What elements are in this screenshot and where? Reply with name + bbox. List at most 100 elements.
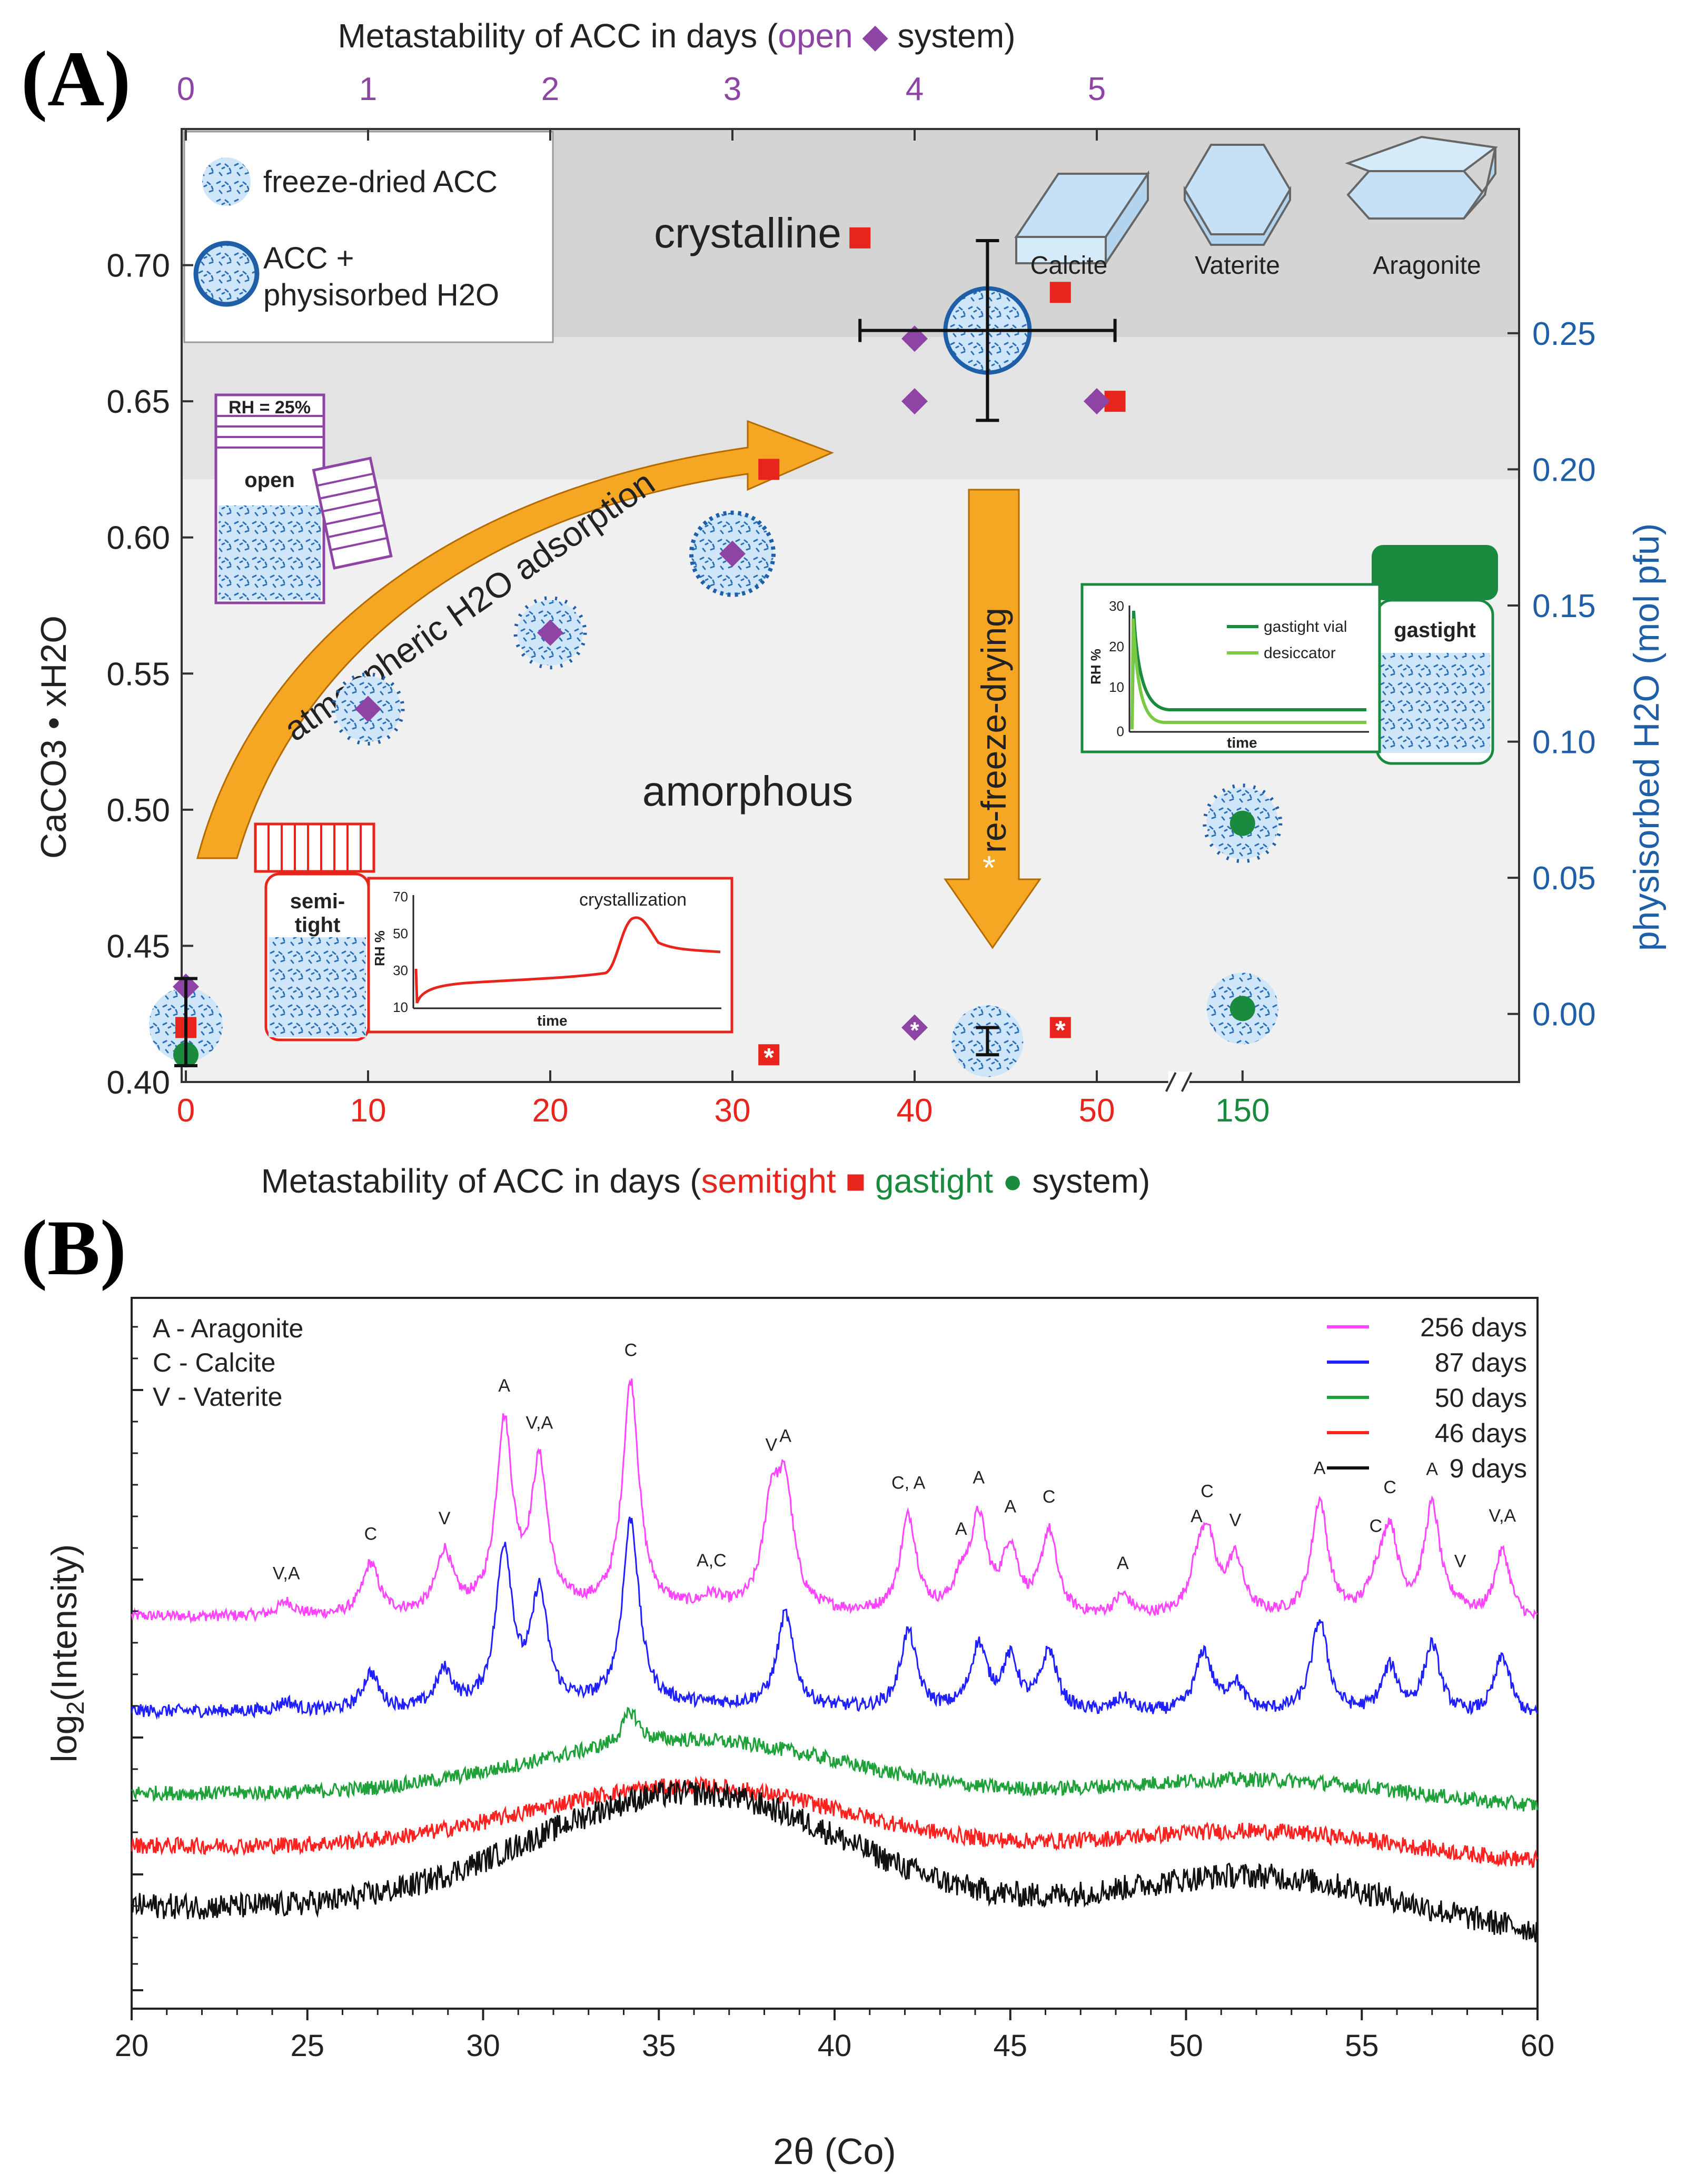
- x-axis-b: 20 25 30 35 40 45 50 55 60: [115, 2009, 1554, 2063]
- plot-b-frame: [131, 1297, 1539, 2010]
- semitight-vial-label-1: semi-: [290, 890, 345, 913]
- y-axis-left-title: CaCO3 • xH2O: [34, 616, 74, 859]
- vaterite-label: Vaterite: [1195, 252, 1280, 280]
- gastight-inset-tick: 20: [1109, 639, 1124, 654]
- peak-label: V: [766, 1435, 778, 1455]
- semitight-marker: [1049, 282, 1071, 303]
- legend-b: 256 days 87 days 50 days 46 days 9 days: [1327, 1313, 1527, 1483]
- open-vial-cap: [312, 456, 393, 570]
- semitight-rh-curve: [414, 916, 721, 1004]
- y-left-tick-label: 0.50: [106, 792, 170, 829]
- x-bottom-tick-label: 50: [1079, 1093, 1115, 1129]
- x-b-tick-label: 45: [993, 2029, 1027, 2063]
- panel-b: (B) A - Aragonite C - Calcite V - Vaterite…: [21, 1204, 1554, 2172]
- crystal-icons: Calcite Vaterite Aragonite: [1014, 135, 1499, 280]
- legend-physisorbed-label-1: ACC +: [263, 241, 354, 275]
- peak-label: V: [439, 1508, 451, 1528]
- peak-label: A,C: [697, 1551, 727, 1571]
- refreeze-star-icon: *: [983, 849, 996, 887]
- y-right-tick-label: 0.15: [1532, 588, 1596, 624]
- gastight-inset-tick: 0: [1117, 723, 1124, 739]
- y-left-tick-label: 0.55: [106, 656, 170, 692]
- x-b-tick-label: 40: [818, 2029, 852, 2063]
- gastight-vial-cap: [1372, 545, 1498, 600]
- refreeze-arrow-label: re-freeze-drying: [974, 608, 1013, 853]
- gastight-marker: [1229, 810, 1255, 836]
- x-bottom-tick-label: 20: [532, 1093, 569, 1129]
- y-left-tick-label: 0.65: [106, 384, 170, 420]
- x-axis-bottom: 0 10 20 30 40 50 150: [177, 1070, 1270, 1129]
- xrd-traces: [131, 1378, 1539, 1943]
- x-b-tick-label: 20: [115, 2029, 149, 2063]
- open-vial: RH = 25% open: [214, 393, 393, 604]
- semitight-inset: 70 50 30 10 RH % time crystallization: [367, 877, 733, 1034]
- gastight-inset-legend-1: gastight vial: [1264, 618, 1347, 636]
- x-top-tick-label: 4: [906, 71, 924, 107]
- x-top-tick-label: 2: [541, 71, 559, 107]
- gastight-inset-tick: 30: [1109, 598, 1124, 614]
- semitight-inset-tick: 10: [393, 999, 408, 1015]
- peak-label: C: [1370, 1516, 1383, 1536]
- peak-label: C: [1043, 1487, 1056, 1507]
- open-marker: [901, 388, 928, 415]
- amorphous-label: amorphous: [642, 768, 853, 815]
- peak-label: A: [1117, 1553, 1129, 1573]
- semitight-marker: [849, 227, 871, 249]
- semitight-marker: [1049, 1017, 1071, 1038]
- peak-label: C: [364, 1524, 378, 1544]
- xrd-trace-46-days: [131, 1775, 1539, 1868]
- aragonite-crystal-icon: Aragonite: [1345, 135, 1499, 280]
- legend-b-label: 46 days: [1435, 1418, 1527, 1448]
- peak-label: V: [1229, 1511, 1242, 1531]
- y-left-tick-label: 0.45: [106, 928, 170, 965]
- panel-a-label: (A): [21, 35, 131, 123]
- open-marker: [901, 325, 928, 352]
- x-bottom-tick-label: 40: [897, 1093, 933, 1129]
- peak-label: V,A: [273, 1563, 300, 1583]
- legend-b-label: 87 days: [1435, 1348, 1527, 1377]
- legend-freeze-dried-label: freeze-dried ACC: [263, 165, 498, 199]
- x-axis-top: 0 1 2 3 4 5: [177, 71, 1106, 141]
- peak-label: A: [1314, 1458, 1326, 1478]
- peak-label: A: [779, 1426, 791, 1446]
- panel-a-data-markers: * * *: [149, 227, 1283, 1077]
- semitight-inset-xlabel: time: [537, 1012, 568, 1029]
- x-bottom-tick-label: 0: [177, 1093, 195, 1129]
- peak-label: C: [1383, 1477, 1396, 1497]
- phase-key: A - Aragonite C - Calcite V - Vaterite: [153, 1314, 303, 1412]
- panel-a: (A) crystalline amorphous freeze-dried A…: [21, 17, 1667, 1200]
- legend-physisorbed-label-2: physisorbed H2O: [263, 278, 499, 312]
- peak-label: A: [1426, 1460, 1438, 1480]
- x-b-tick-label: 35: [642, 2029, 676, 2063]
- peak-label: C, A: [891, 1473, 926, 1493]
- x-axis-b-title: 2θ (Co): [773, 2131, 896, 2172]
- open-vial-rh-label: RH = 25%: [229, 398, 311, 418]
- peak-label: A: [1004, 1497, 1016, 1517]
- x-top-tick-label: 1: [359, 71, 377, 107]
- semitight-marker: [758, 1044, 780, 1066]
- gastight-marker: [1229, 996, 1255, 1021]
- x-axis-bottom-title: Metastability of ACC in days (semitight …: [261, 1162, 1151, 1200]
- star-icon: *: [910, 1018, 919, 1044]
- vaterite-crystal-icon: Vaterite: [1183, 144, 1292, 280]
- calcite-crystal-icon: Calcite: [1014, 170, 1150, 280]
- transition-region: [182, 337, 1519, 479]
- x-bottom-tick-label: 30: [715, 1093, 751, 1129]
- refreeze-arrow: re-freeze-drying *: [944, 489, 1042, 949]
- star-icon: *: [1055, 1016, 1066, 1045]
- x-top-tick-label: 0: [177, 71, 195, 107]
- open-marker: [901, 1014, 928, 1041]
- y-right-tick-label: 0.05: [1532, 860, 1596, 897]
- x-top-tick-label: 3: [723, 71, 741, 107]
- phase-key-item: V - Vaterite: [153, 1382, 282, 1412]
- y-left-tick-label: 0.70: [106, 248, 170, 284]
- xrd-trace-87-days: [131, 1516, 1539, 1720]
- peak-label: C: [1201, 1481, 1214, 1501]
- peak-label: V: [1454, 1552, 1466, 1572]
- xrd-trace-256-days: [131, 1378, 1538, 1624]
- freeze-dried-acc-symbol: [202, 157, 251, 206]
- star-icon: *: [763, 1043, 774, 1072]
- desiccator-rh-curve: [1130, 618, 1366, 730]
- xrd-trace-50-days: [131, 1706, 1539, 1812]
